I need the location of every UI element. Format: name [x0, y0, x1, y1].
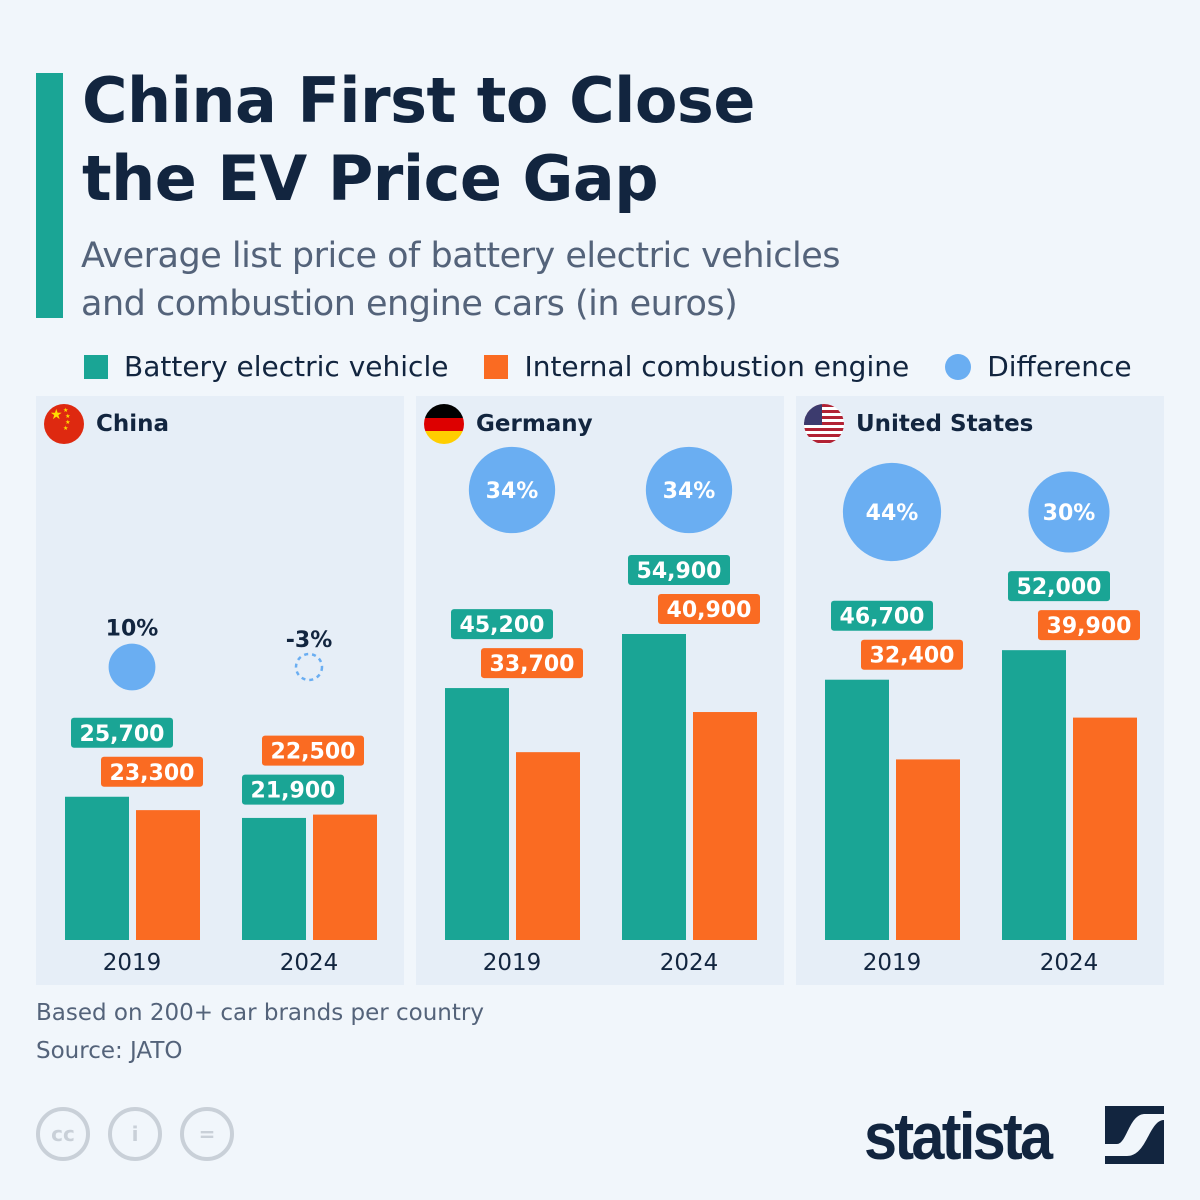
bar-bev [622, 634, 686, 940]
cc-license-icon[interactable]: cc [36, 1107, 90, 1161]
footnote: Based on 200+ car brands per country [36, 1000, 484, 1026]
difference-label: 44% [866, 501, 919, 526]
legend-label: Internal combustion engine [524, 350, 910, 383]
label-bev: 25,700 [80, 722, 165, 747]
difference-label: 10% [106, 617, 159, 642]
bar-bev [445, 688, 509, 940]
label-bev-box [71, 717, 173, 748]
label-ice: 39,900 [1047, 614, 1132, 639]
chart-subtitle: Average list price of battery electric v… [81, 236, 840, 324]
label-bev-box [451, 609, 553, 640]
year-label: 2024 [660, 950, 719, 976]
country-header: Germany [424, 404, 593, 444]
label-ice: 22,500 [271, 740, 356, 765]
bar-chart: 2019 46,700 32,400 44% 2024 52,000 39,900 30% [825, 462, 1140, 976]
country-header: ★ ★ ★ ★ ★ China [44, 404, 169, 444]
legend-item-bev: Battery electric vehicle [84, 350, 448, 383]
bar-ice [693, 712, 757, 940]
label-ice-box [101, 756, 203, 787]
legend-label: Difference [987, 350, 1132, 383]
label-bev: 45,200 [460, 613, 545, 638]
accent-bar [36, 73, 63, 318]
bar-ice [1073, 717, 1137, 940]
country-header: United States [804, 404, 1033, 444]
year-label: 2019 [863, 950, 922, 976]
year-label: 2019 [483, 950, 542, 976]
bar-ice [313, 814, 377, 940]
difference-label: 34% [486, 479, 539, 504]
label-ice-box [262, 735, 364, 766]
label-ice-box [861, 639, 963, 670]
bar-bev [825, 679, 889, 940]
difference-bubble [1028, 471, 1110, 553]
legend: Battery electric vehicle Internal combus… [84, 350, 1168, 383]
legend-swatch-difference [945, 353, 972, 380]
legend-label: Battery electric vehicle [124, 350, 449, 383]
germany-flag-icon [424, 404, 464, 444]
country-name: United States [856, 411, 1034, 437]
label-bev: 21,900 [251, 779, 336, 804]
label-ice: 33,700 [490, 652, 575, 677]
bar-bev [242, 817, 306, 940]
label-bev-box [1008, 571, 1110, 602]
label-ice-box [1038, 610, 1140, 641]
difference-label: -3% [286, 628, 332, 653]
country-name: Germany [476, 411, 593, 437]
bar-bev [1002, 650, 1066, 940]
bar-chart: 2019 45,200 33,700 34% 2024 54,900 40,900 34% [445, 446, 760, 976]
difference-label: 34% [663, 479, 716, 504]
difference-label: 30% [1043, 501, 1096, 526]
source: Source: JATO [36, 1038, 183, 1064]
label-ice: 32,400 [870, 644, 955, 669]
attribution-icon[interactable]: i [108, 1107, 162, 1161]
panel-germany: Germany 2019 45,200 33,700 34% 2024 54,900 40,9… [416, 396, 784, 985]
label-bev: 54,900 [637, 559, 722, 584]
difference-bubble [108, 643, 156, 691]
difference-bubble [645, 446, 733, 534]
bar-ice [136, 810, 200, 940]
legend-swatch-ice [484, 354, 509, 379]
panel-united-states: United States 2019 46,700 32,400 44% 2024 52,0… [796, 396, 1164, 985]
year-label: 2019 [103, 950, 162, 976]
label-bev: 46,700 [840, 605, 925, 630]
panel-china: ★ ★ ★ ★ ★ China 2019 25,700 23,300 10% 2024 22,50… [36, 396, 404, 985]
no-derivatives-icon[interactable]: = [180, 1107, 234, 1161]
label-ice-box [658, 594, 760, 624]
china-flag-icon: ★ ★ ★ ★ ★ [44, 404, 84, 444]
statista-logo[interactable]: statista [864, 1099, 1053, 1173]
bar-ice [896, 759, 960, 940]
statista-logo-icon [1105, 1106, 1164, 1164]
label-ice-box [481, 648, 583, 679]
year-label: 2024 [1040, 950, 1099, 976]
us-flag-icon [804, 404, 844, 444]
difference-bubble [842, 462, 942, 562]
legend-item-ice: Internal combustion engine [484, 350, 909, 383]
label-ice: 23,300 [110, 761, 195, 786]
difference-bubble-negative [294, 652, 324, 682]
difference-bubble [468, 446, 556, 534]
label-bev-box [242, 774, 344, 805]
label-bev-box [831, 600, 933, 631]
bar-bev [65, 796, 129, 940]
bar-chart: 2019 25,700 23,300 10% 2024 22,500 21,900 -3% [65, 617, 377, 976]
legend-item-difference: Difference [945, 350, 1132, 383]
country-name: China [96, 411, 170, 437]
bar-ice [516, 752, 580, 940]
label-bev-box [628, 555, 730, 585]
label-bev: 52,000 [1017, 575, 1102, 600]
legend-swatch-bev [84, 354, 108, 379]
year-label: 2024 [280, 950, 339, 976]
chart-title: China First to Close the EV Price Gap [82, 64, 755, 215]
label-ice: 40,900 [667, 598, 752, 623]
